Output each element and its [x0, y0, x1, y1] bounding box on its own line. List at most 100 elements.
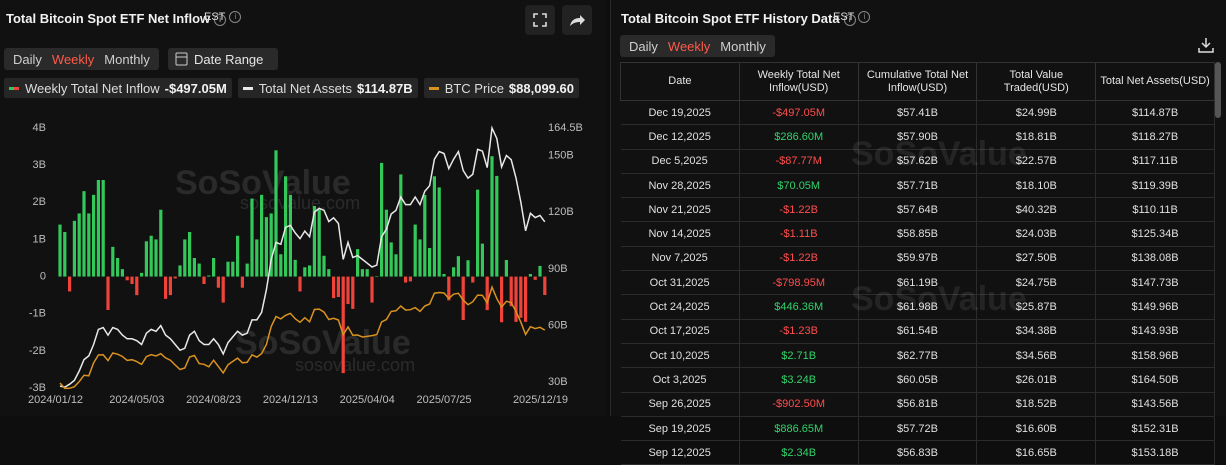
table-cell: Nov 14,2025 — [620, 221, 740, 247]
bar — [92, 194, 96, 277]
info-icon[interactable]: i — [214, 14, 227, 26]
bar — [456, 256, 460, 277]
share-button[interactable] — [562, 5, 592, 35]
bar — [192, 258, 196, 277]
history-panel: Total Bitcoin Spot ETF History Data i EST… — [610, 0, 1226, 465]
bar — [524, 276, 528, 322]
period-tabs: Daily Weekly Monthly — [4, 48, 159, 70]
bar — [207, 275, 211, 277]
bar — [135, 276, 139, 296]
bar — [245, 263, 249, 277]
bar — [63, 232, 67, 277]
table-row: Dec 12,2025 $286.60M $57.90B $18.81B $118.27… — [620, 124, 1215, 150]
x-tick-label: 2025/07/25 — [416, 394, 471, 406]
info-icon[interactable]: i — [229, 11, 242, 23]
page: { "left_panel": { "title": "Total Bitcoi… — [4, 0, 1226, 465]
y-tick-label: 0 — [40, 270, 46, 282]
y2-tick-label: 30B — [548, 376, 568, 388]
bar — [250, 198, 254, 277]
table-row: Oct 31,2025 -$798.95M $61.19B $24.75B $147.7… — [620, 270, 1215, 296]
bar — [159, 209, 163, 277]
legend-item: Total Net Assets $114.87B — [237, 78, 418, 98]
table-cell: $18.81B — [976, 124, 1097, 150]
bar — [260, 194, 264, 277]
y2-tick-label: 164.5B — [548, 122, 583, 134]
bar — [125, 276, 129, 281]
x-tick-label: 2024/01/12 — [28, 394, 83, 406]
table-cell: $57.62B — [858, 148, 978, 174]
column-header: Weekly Total Net Inflow(USD) — [738, 62, 859, 101]
bar — [96, 180, 100, 277]
table-cell: -$902.50M — [739, 391, 859, 417]
table-cell: $18.52B — [976, 391, 1097, 417]
table-cell: $22.57B — [976, 148, 1097, 174]
bar — [365, 269, 369, 277]
bar — [504, 260, 508, 277]
bar — [82, 191, 86, 277]
table-cell: Nov 28,2025 — [620, 172, 740, 199]
bar — [404, 276, 408, 283]
table-cell: Oct 10,2025 — [620, 342, 740, 369]
bar — [77, 213, 81, 277]
bar — [490, 156, 494, 277]
table-cell: $56.81B — [858, 391, 978, 417]
bar — [394, 254, 398, 277]
y2-tick-label: 60B — [548, 320, 568, 332]
bar — [514, 276, 518, 322]
info-icon[interactable]: i — [843, 14, 856, 26]
bar — [418, 239, 422, 277]
bar — [231, 261, 235, 277]
x-tick-label: 2024/05/03 — [109, 394, 164, 406]
period-tab[interactable]: Monthly — [104, 51, 150, 67]
bar — [452, 267, 456, 277]
bar — [500, 276, 504, 323]
line — [59, 125, 546, 388]
table-cell: $70.05M — [739, 172, 859, 199]
bar — [480, 243, 484, 277]
table-cell: -$497.05M — [739, 99, 859, 126]
title-text: Total Bitcoin Spot ETF History Data — [621, 11, 840, 26]
legend-value: -$497.05M — [164, 80, 227, 96]
period-tab[interactable]: Daily — [13, 51, 42, 67]
table-cell: $60.05B — [858, 367, 978, 393]
scrollbar[interactable] — [1215, 62, 1221, 118]
bar — [255, 239, 259, 277]
bar — [380, 162, 384, 277]
period-tab[interactable]: Weekly — [51, 51, 95, 67]
bar — [178, 265, 182, 277]
calendar-icon — [175, 52, 188, 66]
table-cell: $286.60M — [739, 124, 859, 150]
watermark: SoSoValue — [851, 280, 1027, 318]
legend-name: BTC Price — [444, 80, 504, 96]
bar — [116, 258, 120, 277]
table-cell: $24.99B — [976, 99, 1097, 126]
table-row: Oct 3,2025 $3.24B $60.05B $26.01B $164.50B — [620, 367, 1215, 393]
bar — [399, 174, 403, 277]
column-header: Total Value Traded(USD) — [976, 62, 1097, 101]
y-tick-label: -2B — [29, 345, 46, 357]
table-cell: $59.97B — [858, 245, 978, 272]
table-row: Nov 21,2025 -$1.22B $57.64B $40.32B $110.11B — [620, 197, 1215, 223]
period-tab[interactable]: Monthly — [720, 38, 766, 54]
bar — [466, 260, 470, 277]
info-icon[interactable]: i — [858, 11, 871, 23]
period-tab[interactable]: Daily — [629, 38, 658, 54]
bar — [101, 180, 105, 277]
bar — [408, 276, 412, 282]
table-cell: -$1.11B — [739, 221, 859, 247]
table-cell: $153.18B — [1095, 440, 1215, 465]
table-cell: $118.27B — [1095, 124, 1215, 150]
date-range-button[interactable]: Date Range — [168, 48, 278, 70]
legend: Weekly Total Net Inflow -$497.05M Total Ne… — [4, 78, 585, 98]
fullscreen-icon — [533, 13, 547, 27]
bar — [303, 267, 307, 277]
timezone: EST i — [204, 11, 242, 23]
period-tab[interactable]: Weekly — [667, 38, 711, 54]
bar — [264, 217, 268, 277]
fullscreen-button[interactable] — [525, 5, 555, 35]
y2-tick-label: 90B — [548, 263, 568, 275]
bar — [130, 276, 134, 284]
table-cell: $16.65B — [976, 440, 1097, 465]
table-cell: $2.34B — [739, 440, 859, 465]
download-button[interactable] — [1197, 36, 1215, 54]
